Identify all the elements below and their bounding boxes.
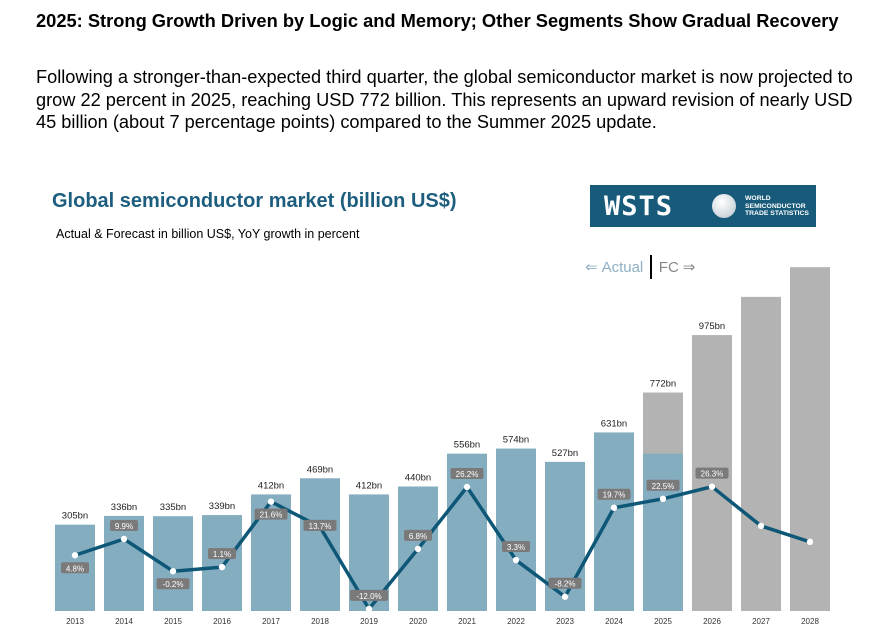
x-tick-label: 2026 <box>703 617 721 626</box>
logo-text: WORLD SEMICONDUCTOR TRADE STATISTICS <box>745 195 809 217</box>
x-tick-label: 2021 <box>458 617 476 626</box>
growth-label: 13.7% <box>309 522 332 531</box>
growth-point <box>610 504 618 511</box>
legend-divider <box>650 255 652 279</box>
growth-label-bg <box>350 589 388 601</box>
growth-point <box>218 563 226 571</box>
bar-2027 <box>741 296 781 611</box>
x-tick-label: 2015 <box>164 617 182 626</box>
bar-value-label: 574bn <box>503 435 529 446</box>
growth-label-bg <box>548 577 582 589</box>
bar-value-label: 412bn <box>258 480 284 491</box>
growth-label: -12.0% <box>356 592 381 601</box>
growth-label-bg <box>450 468 484 479</box>
x-tick-label: 2022 <box>507 617 525 626</box>
bar-value-label: 772bn <box>650 379 676 390</box>
growth-label: 21.6% <box>260 511 283 520</box>
x-tick-label: 2014 <box>115 617 133 626</box>
growth-label: -0.2% <box>163 580 184 589</box>
x-tick-label: 2016 <box>213 617 231 626</box>
growth-label: 26.2% <box>456 470 479 479</box>
chart-subtitle: Actual & Forecast in billion US$, YoY gr… <box>56 227 360 241</box>
bar-value-label: 527bn <box>552 448 578 459</box>
x-tick-label: 2028 <box>801 617 819 626</box>
growth-point <box>806 538 814 546</box>
growth-point <box>757 522 765 530</box>
bar-value-label: 556bn <box>454 440 480 451</box>
legend-forecast: FC <box>658 258 679 276</box>
x-tick-label: 2019 <box>360 617 378 626</box>
growth-point <box>120 535 128 543</box>
growth-point <box>561 593 569 600</box>
wsts-logo: WSTS WORLD SEMICONDUCTOR TRADE STATISTIC… <box>590 185 816 227</box>
growth-point <box>365 605 373 613</box>
growth-point <box>267 498 275 505</box>
bar-value-label: 631bn <box>601 418 627 429</box>
bar-2024 <box>594 432 634 611</box>
bar-2016 <box>202 515 242 611</box>
x-tick-label: 2020 <box>409 617 427 626</box>
bar-value-label: 975bn <box>699 321 725 332</box>
growth-point <box>708 483 716 490</box>
growth-label-bg <box>695 467 729 479</box>
x-tick-label: 2017 <box>262 617 280 626</box>
x-tick-label: 2024 <box>605 617 623 626</box>
growth-point <box>169 568 177 575</box>
x-tick-label: 2023 <box>556 617 574 626</box>
paragraph: Following a stronger-than-expected third… <box>36 67 853 132</box>
bar-value-label: 469bn <box>307 464 333 475</box>
x-tick-label: 2013 <box>66 617 84 626</box>
arrow-right-icon: ⇒ <box>682 259 696 276</box>
x-tick-label: 2027 <box>752 617 770 626</box>
growth-point <box>512 556 520 564</box>
growth-label: 26.3% <box>701 470 724 479</box>
bar-2022 <box>496 448 536 611</box>
growth-line <box>74 484 811 611</box>
bar-value-label: 336bn <box>111 502 137 513</box>
bar-value-label: 335bn <box>160 502 186 513</box>
growth-point <box>463 483 471 491</box>
growth-label-bg <box>597 488 631 500</box>
growth-label: 19.7% <box>603 491 626 500</box>
bar-value-label: 305bn <box>62 511 88 522</box>
bar-2021 <box>447 453 487 611</box>
arrow-left-icon: ⇐ <box>585 259 598 276</box>
x-tick-label: 2025 <box>654 617 672 626</box>
growth-label-bg <box>208 548 236 560</box>
growth-label-bg <box>646 479 680 491</box>
growth-label: 9.9% <box>115 522 133 531</box>
growth-label-bg <box>502 541 530 553</box>
bar-2014 <box>104 515 144 611</box>
growth-label: 22.5% <box>652 482 675 491</box>
growth-label: 1.1% <box>213 550 231 559</box>
growth-label-bg <box>110 519 138 531</box>
growth-label-bg <box>303 519 337 531</box>
growth-label-bg <box>61 562 89 574</box>
growth-label: 4.8% <box>66 564 84 573</box>
x-tick-label: 2018 <box>311 617 329 626</box>
growth-label: -8.2% <box>555 580 576 589</box>
chart-legend: ⇐ Actual FC ⇒ <box>585 255 695 279</box>
bar-2018 <box>300 478 340 611</box>
bar-value-label: 412bn <box>356 480 382 491</box>
bar-2028 <box>790 267 830 611</box>
bar-actual-part-2025 <box>643 453 683 611</box>
logo-wordmark: WSTS <box>604 191 674 222</box>
globe-icon <box>712 194 736 218</box>
bar-value-label: 440bn <box>405 472 431 483</box>
growth-point <box>659 495 667 503</box>
growth-label: 6.8% <box>409 532 427 541</box>
growth-label-bg <box>156 578 190 590</box>
chart-title: Global semiconductor market (billion US$… <box>52 190 457 212</box>
legend-actual: Actual <box>601 258 644 276</box>
heading: 2025: Strong Growth Driven by Logic and … <box>36 10 839 31</box>
growth-label-bg <box>404 529 432 541</box>
growth-label: 3.3% <box>507 543 525 552</box>
growth-label-bg <box>254 508 288 520</box>
bar-value-label: 339bn <box>209 501 235 512</box>
growth-point <box>71 552 79 559</box>
growth-point <box>414 545 422 553</box>
